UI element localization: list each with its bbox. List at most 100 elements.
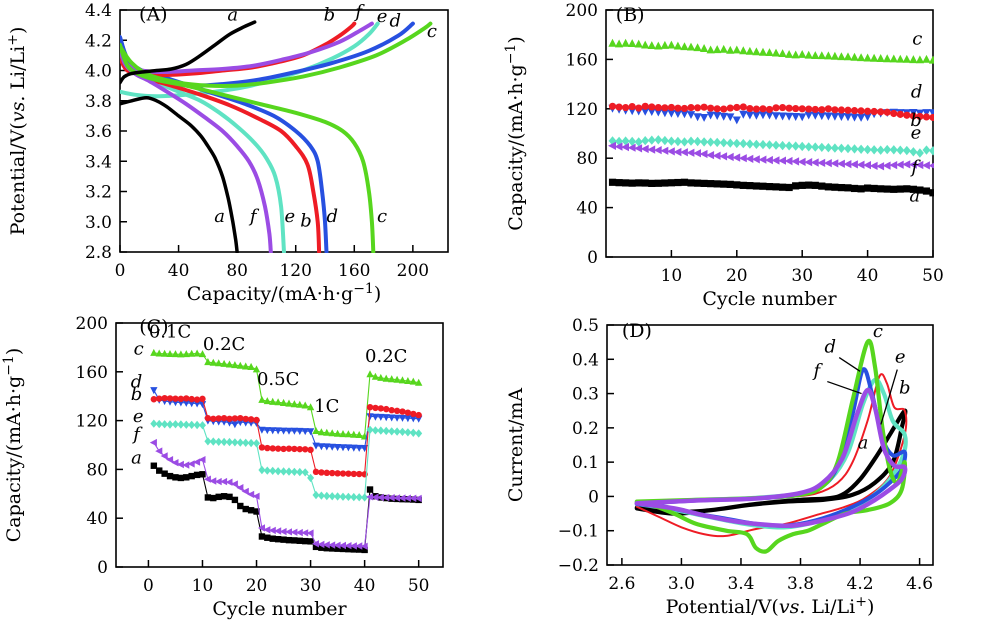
series-c-discharge [120,42,376,253]
series-layer [608,38,934,197]
x-tick-label: 20 [726,266,748,286]
rate-label: 0.1C [149,322,191,343]
panel-label: (A) [139,4,168,26]
label-leader-line [838,357,861,372]
panel-d-chart: 2.6 3.0 3.4 3.8 4.2 4.6 −0.2 −0.1 0 0.1 0.2 0.3 0.4 0… [505,316,934,618]
series-label-a: a [214,206,225,227]
series-label-d: d [390,11,402,32]
label-leader-line [827,380,862,395]
series-a [608,178,934,197]
rate-label: 0.5C [257,369,299,390]
x-tick-label: 3.8 [787,574,814,594]
series-b [608,102,934,122]
x-tick-label: 4.2 [847,574,874,594]
y-tick-label: −0.1 [558,522,599,542]
x-tick-label: 80 [226,261,248,281]
x-tick-label: 0 [143,576,154,596]
axes: 0 10 20 30 40 50 0 40 80 120 160 200 Cycle number Cap… [1,314,444,620]
y-tick-label: 0.5 [572,316,599,336]
y-tick-label: 2.8 [85,243,112,263]
series-f [608,141,934,171]
series-a [150,462,422,554]
panel-label: (D) [622,320,652,342]
x-tick-label: 3.4 [727,574,754,594]
series-label-e: e [377,6,388,27]
y-tick-label: 3.4 [85,152,112,172]
series-label-e: e [895,347,906,368]
series-a-discharge [120,95,239,253]
y-axis-label: Current/mA [505,388,527,502]
series-label-a: a [227,5,238,26]
x-tick-label: 50 [922,266,944,286]
series-b [150,394,422,478]
series-c-charge [120,21,433,88]
x-axis-label: Potential/V(vs. Li/Li+) [666,594,875,618]
series-label-e: e [911,122,922,143]
y-tick-label: 80 [576,149,598,169]
series-label-d: d [825,336,837,357]
series-f [149,438,422,550]
y-tick-label: 200 [566,1,598,21]
series-label-f: f [812,360,824,381]
series-e [608,135,934,158]
x-tick-label: 160 [338,261,370,281]
x-axis-label: Cycle number [702,288,837,310]
y-tick-label: 40 [86,509,108,529]
series-label-c: c [427,21,437,42]
y-tick-label: −0.2 [558,556,599,576]
rate-label: 0.2C [365,346,407,367]
y-tick-label: 120 [76,412,108,432]
y-axis-label: Capacity/(mA·h·g−1) [503,36,527,231]
series-e [150,419,423,502]
y-tick-label: 120 [566,100,598,120]
x-tick-label: 40 [168,261,190,281]
series-layer [634,338,908,554]
x-tick-label: 30 [300,576,322,596]
rate-label: 1C [314,396,339,417]
series-label-f: f [353,2,365,23]
rate-label: 0.2C [203,334,245,355]
x-tick-label: 0 [115,261,126,281]
series-label-b: b [300,210,312,231]
x-tick-label: 40 [857,266,879,286]
x-axis-label: Cycle number [212,598,347,620]
x-tick-label: 40 [354,576,376,596]
series-label-c: c [134,339,144,360]
y-tick-label: 80 [86,460,108,480]
series-layer [149,348,423,554]
y-tick-label: 40 [576,199,598,219]
x-tick-label: 10 [661,266,683,286]
panel-label: (C) [139,316,168,338]
y-tick-label: 0.3 [572,385,599,405]
y-tick-label: 4.4 [85,1,112,21]
panel-a-chart: 0 40 80 120 160 200 2.8 3.0 3.2 3.4 3.6 3.8 4.0 4.2 4.… [5,1,449,305]
x-tick-label: 10 [192,576,214,596]
y-tick-label: 3.6 [85,122,112,142]
axes: 10 20 30 40 50 0 40 80 120 160 200 Cycle number Capa… [503,1,944,310]
x-tick-label: 3.0 [668,574,695,594]
series-label-f: f [248,206,260,227]
series-label-a: a [131,447,142,468]
series-label-b: b [131,384,143,405]
series-c [150,348,423,440]
x-tick-label: 2.6 [608,574,635,594]
y-tick-label: 0 [588,487,599,507]
x-tick-label: 20 [246,576,268,596]
series-label-a: a [858,432,869,453]
axes: 2.6 3.0 3.4 3.8 4.2 4.6 −0.2 −0.1 0 0.1 0.2 0.3 0.4 0… [505,316,934,618]
x-tick-label: 120 [279,261,311,281]
series-f-charge [120,21,374,74]
y-tick-label: 200 [76,314,108,334]
panel-label: (B) [616,4,645,26]
y-tick-label: 160 [76,363,108,383]
series-label-d: d [911,82,923,103]
series-f [634,387,908,529]
series-label-b: b [899,378,911,399]
series-label-b: b [910,110,922,131]
axes: 0 40 80 120 160 200 2.8 3.0 3.2 3.4 3.6 3.8 4.0 4.2 4.… [5,1,449,305]
series-label-d: d [131,372,143,393]
y-tick-label: 160 [566,50,598,70]
y-tick-label: 4.0 [85,62,112,82]
series-label-b: b [324,5,336,26]
